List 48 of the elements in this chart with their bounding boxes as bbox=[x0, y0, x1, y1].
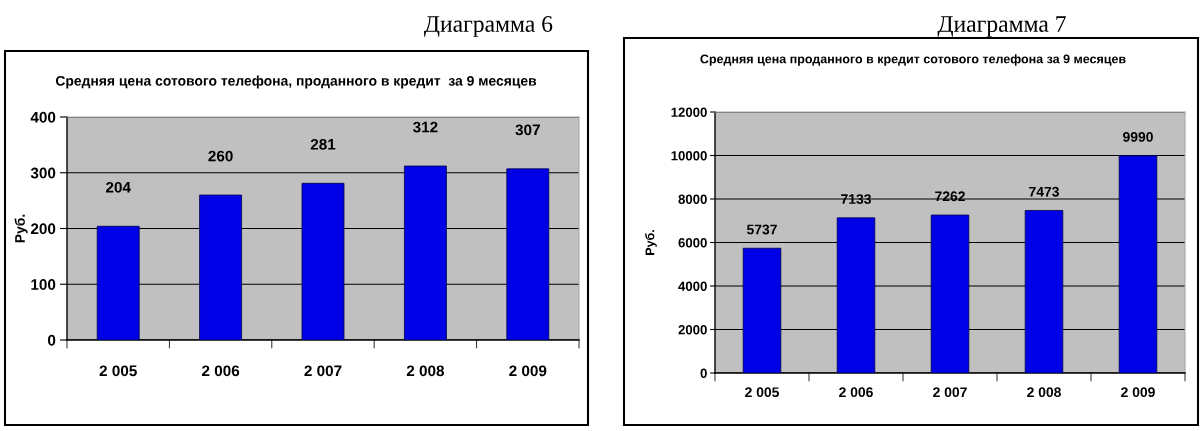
data-label: 281 bbox=[310, 138, 336, 150]
chart-title: Средняя цена проданного в кредит сотового телефона за 9 месяцев bbox=[700, 54, 1126, 66]
data-label: 260 bbox=[208, 150, 233, 162]
y-tick-label: 0 bbox=[700, 368, 707, 378]
x-tick-label: 2 007 bbox=[304, 365, 342, 377]
bar bbox=[1118, 155, 1158, 373]
data-label: 5737 bbox=[746, 224, 777, 235]
data-label: 307 bbox=[515, 124, 540, 136]
y-tick-label: 100 bbox=[31, 279, 56, 290]
y-tick-label: 12000 bbox=[671, 107, 707, 117]
bar bbox=[403, 165, 447, 340]
x-tick-label: 2 008 bbox=[406, 365, 445, 377]
y-tick-label: 400 bbox=[30, 111, 56, 123]
bar bbox=[96, 225, 140, 340]
bar bbox=[930, 214, 970, 373]
data-label: 9990 bbox=[1123, 132, 1153, 142]
data-label: 312 bbox=[413, 121, 438, 133]
y-tick-label: 2000 bbox=[678, 325, 707, 335]
x-tick-label: 2 007 bbox=[933, 387, 967, 398]
x-tick-label: 2 005 bbox=[745, 387, 779, 398]
x-tick-label: 2 005 bbox=[99, 365, 137, 377]
y-tick-label: 6000 bbox=[678, 238, 707, 248]
y-axis-title: Руб. bbox=[645, 230, 657, 255]
bar bbox=[199, 194, 243, 340]
bar bbox=[506, 168, 550, 340]
y-tick-label: 300 bbox=[30, 167, 56, 179]
bar bbox=[836, 217, 876, 373]
y-tick-label: 8000 bbox=[678, 194, 707, 204]
y-axis-title: Руб. bbox=[14, 214, 28, 243]
bar bbox=[301, 182, 345, 340]
data-label: 7262 bbox=[935, 191, 965, 202]
chart-title: Средняя цена сотового телефона, проданного в кредит за 9 месяцев bbox=[55, 75, 537, 89]
x-tick-label: 2 006 bbox=[202, 365, 240, 377]
y-tick-label: 0 bbox=[48, 334, 56, 346]
x-tick-label: 2 009 bbox=[509, 365, 547, 377]
bar bbox=[1024, 210, 1064, 373]
x-tick-label: 2 008 bbox=[1027, 387, 1061, 398]
y-tick-label: 10000 bbox=[671, 151, 707, 161]
y-tick-label: 4000 bbox=[678, 281, 707, 291]
text: Диаграмма 7 bbox=[937, 16, 1066, 37]
x-tick-label: 2 006 bbox=[839, 387, 873, 398]
text: Диаграмма 6 bbox=[424, 16, 553, 37]
x-tick-label: 2 009 bbox=[1121, 387, 1155, 398]
bar bbox=[742, 247, 782, 373]
data-label: 7473 bbox=[1029, 186, 1059, 197]
y-tick-label: 200 bbox=[30, 223, 56, 235]
data-label: 204 bbox=[105, 181, 131, 193]
data-label: 7133 bbox=[841, 194, 871, 205]
